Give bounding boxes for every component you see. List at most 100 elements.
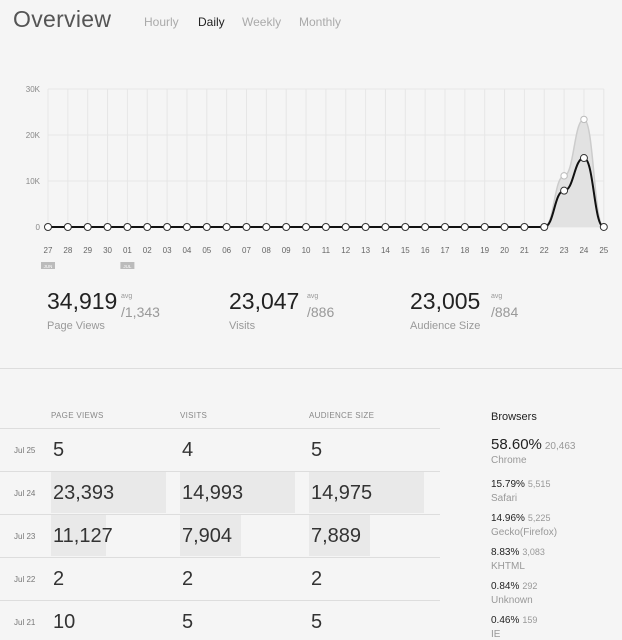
x-tick-label: 17	[441, 246, 450, 255]
data-point-visits	[460, 223, 469, 231]
data-point-visits	[123, 223, 132, 231]
table-row[interactable]: Jul 23 11,127 7,904 7,889	[0, 514, 440, 556]
browser-item[interactable]: 0.84% 292 Unknown	[491, 576, 537, 606]
browser-count: 5,225	[527, 513, 551, 523]
browser-count: 159	[522, 615, 538, 625]
browser-item[interactable]: 15.79% 5,515 Safari	[491, 474, 550, 504]
row-date: Jul 21	[14, 618, 36, 627]
row-divider	[0, 600, 440, 601]
x-tick-label: 14	[381, 246, 390, 255]
browser-item[interactable]: 0.46% 159 IE	[491, 610, 537, 640]
x-tick-label: 07	[242, 246, 251, 255]
data-point-page-views	[560, 172, 568, 180]
cell-value: 4	[182, 439, 194, 461]
month-marker	[41, 262, 55, 269]
browser-name: Unknown	[491, 595, 533, 606]
audience-cell: 2	[309, 558, 424, 599]
value-bar	[180, 515, 241, 556]
browser-name: KHTML	[491, 561, 525, 572]
browser-item[interactable]: 8.83% 3,083 KHTML	[491, 542, 545, 572]
x-tick-label: 27	[44, 246, 53, 255]
data-point-visits	[282, 223, 291, 231]
tab-monthly[interactable]: Monthly	[299, 15, 342, 29]
data-point-visits	[560, 186, 569, 195]
cell-value: 14,975	[311, 482, 373, 504]
x-tick-label: 11	[322, 246, 331, 255]
visits-cell: 5	[180, 601, 295, 640]
table-row[interactable]: Jul 21 10 5 5	[0, 600, 440, 640]
browser-count: 3,083	[522, 547, 545, 557]
data-point-visits	[540, 223, 549, 231]
x-tick-label: 15	[401, 246, 410, 255]
column-header-visits[interactable]: VISITS	[180, 411, 208, 420]
value-bar	[180, 472, 295, 513]
table-row[interactable]: Jul 25 5 4 5	[0, 428, 440, 470]
data-point-visits	[341, 223, 350, 231]
browser-percent: 0.46%	[491, 615, 520, 626]
x-tick-label: 23	[560, 246, 569, 255]
data-point-visits	[381, 223, 390, 231]
tab-hourly[interactable]: Hourly	[144, 15, 179, 29]
tab-daily[interactable]: Daily	[198, 15, 225, 29]
x-tick-label: 05	[202, 246, 211, 255]
page-title: Overview	[13, 6, 112, 32]
table-row[interactable]: Jul 22 2 2 2	[0, 557, 440, 599]
stat-avg: /886	[307, 304, 335, 320]
data-point-visits	[202, 223, 211, 231]
row-divider	[0, 557, 440, 558]
browser-item[interactable]: 14.96% 5,225 Gecko(Firefox)	[491, 508, 557, 538]
data-point-visits	[441, 223, 449, 231]
data-point-visits	[222, 223, 231, 231]
visits-cell: 2	[180, 558, 295, 599]
visits-cell: 7,904	[180, 515, 295, 556]
y-tick-label: 0	[36, 223, 41, 232]
browsers-title: Browsers	[491, 411, 537, 423]
cell-value: 14,993	[182, 482, 244, 504]
browser-percent: 14.96%	[491, 513, 525, 524]
page-views-cell: 11,127	[51, 515, 166, 556]
browser-count: 20,463	[544, 441, 576, 452]
stat-avg-tag: avg	[307, 293, 319, 300]
x-tick-label: 28	[63, 246, 72, 255]
header: Overview Hourly Daily Weekly Monthly	[0, 0, 622, 44]
browser-percent: 8.83%	[491, 547, 520, 558]
row-divider	[0, 428, 440, 429]
stat-value: 34,919	[47, 288, 118, 314]
y-tick-label: 20K	[26, 131, 41, 140]
row-divider	[0, 471, 440, 472]
traffic-chart: 30K 20K 10K 0 27 28 29 30 01 02 03 04 05 06 07 08 09 10 11…	[26, 85, 609, 269]
data-point-visits	[103, 223, 112, 231]
month-marker	[120, 262, 135, 269]
data-point-visits	[520, 223, 529, 231]
stat-value: 23,005	[410, 288, 481, 314]
stat-label: Visits	[229, 320, 256, 332]
browser-count: 5,515	[527, 479, 551, 489]
data-point-visits	[361, 223, 370, 231]
value-bar	[51, 472, 166, 513]
x-tick-label: 24	[579, 246, 588, 255]
stat-value: 23,047	[229, 288, 300, 314]
data-point-visits	[579, 154, 588, 163]
x-tick-label: 19	[480, 246, 489, 255]
browser-name: Chrome	[491, 455, 527, 466]
value-bar	[51, 515, 106, 556]
table-row[interactable]: Jul 24 23,393 14,993 14,975	[0, 471, 440, 513]
x-tick-label: 25	[599, 246, 608, 255]
data-point-visits	[401, 223, 410, 231]
x-tick-label: 21	[520, 246, 529, 255]
y-tick-label: 10K	[26, 177, 41, 186]
column-header-page-views[interactable]: PAGE VIEWS	[51, 411, 104, 420]
cell-value: 2	[182, 568, 194, 590]
x-tick-label: 22	[540, 246, 549, 255]
data-point-visits	[421, 223, 430, 231]
data-point-page-views	[580, 115, 588, 124]
row-date: Jul 23	[14, 532, 36, 541]
data-point-visits	[182, 223, 191, 231]
y-tick-label: 30K	[26, 85, 41, 94]
tab-weekly[interactable]: Weekly	[242, 15, 282, 29]
browser-name: IE	[491, 629, 501, 640]
column-header-audience-size[interactable]: AUDIENCE SIZE	[309, 411, 375, 420]
browser-item[interactable]: 58.60% 20,463 Chrome	[491, 436, 575, 466]
browser-percent: 15.79%	[491, 479, 525, 490]
audience-cell: 5	[309, 601, 424, 640]
